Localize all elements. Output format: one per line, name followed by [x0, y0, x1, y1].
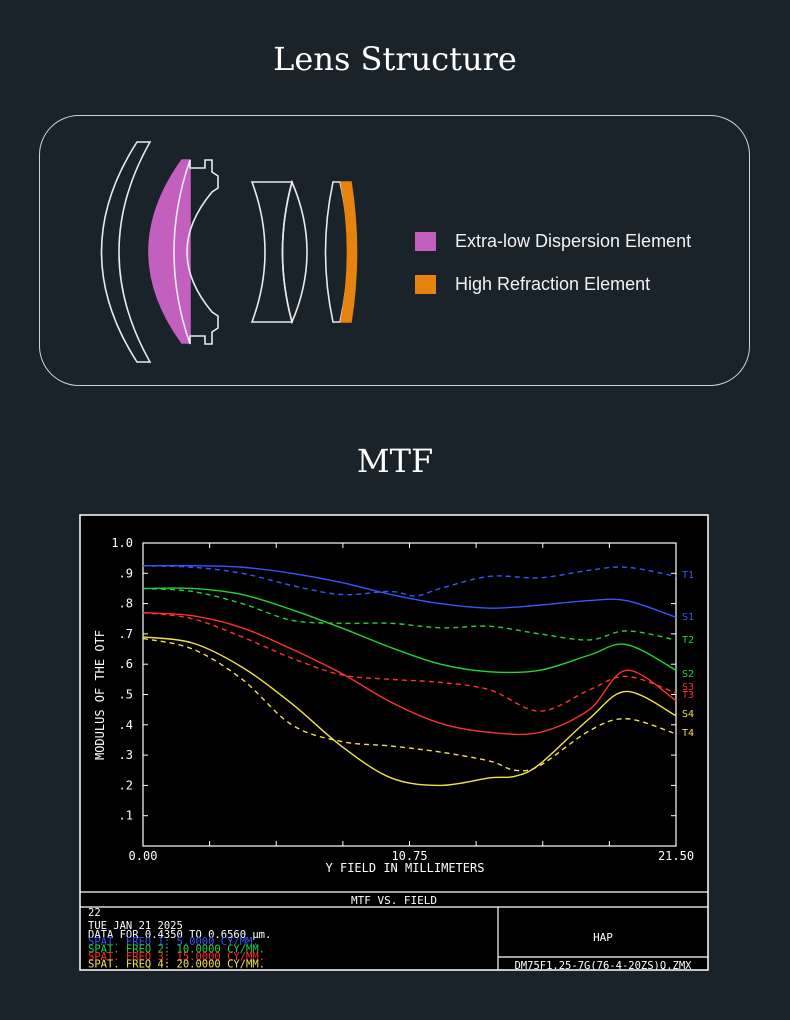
footer-file: DM75F1.25-7G(76-4-20ZS)Q.ZMX: [514, 960, 692, 972]
footer-freq-line: SPAT. FREQ 2: 10.0000 CY/MM.: [88, 944, 265, 956]
series-end-label-t3: T3: [682, 690, 694, 701]
series-end-label-t4: T4: [682, 728, 694, 739]
y-tick-label: .1: [119, 809, 133, 823]
series-line-t1: [142, 565, 677, 597]
y-tick-label: 1.0: [111, 536, 133, 550]
series-end-label-s4: S4: [682, 709, 694, 720]
lens-structure-title: Lens Structure: [273, 40, 517, 78]
mtf-frame: [79, 514, 709, 971]
series-line-t3: [142, 611, 677, 736]
series-end-label-s1: S1: [682, 612, 694, 623]
y-tick-label: .7: [119, 627, 133, 641]
footer-freq-line: SPAT. FREQ 3: 15.0000 CY/MM.: [88, 951, 265, 963]
y-tick-label: .4: [119, 718, 133, 732]
x-axis-label: Y FIELD IN MILLIMETERS: [326, 861, 485, 875]
x-tick-label: 10.75: [391, 849, 427, 863]
footer-data-range: DATA FOR 0.4350 TO 0.6560 µm.: [88, 929, 271, 941]
legend-label-ed: Extra-low Dispersion Element: [455, 231, 692, 251]
mtf-title: MTF: [356, 442, 434, 480]
legend-hr: High Refraction Element: [415, 274, 650, 295]
series-line-t4: [142, 637, 677, 772]
footer-freq-line: SPAT. FREQ 4: 20.0000 CY/MM.: [88, 959, 265, 971]
footer-company: HAP: [593, 931, 613, 944]
legend-swatch-ed: [415, 232, 436, 251]
series-line-s2: [142, 587, 677, 674]
series-end-label-t2: T2: [682, 635, 694, 646]
series-end-label-s2: S2: [682, 669, 694, 680]
series-line-s3: [142, 611, 677, 712]
series-end-label-t1: T1: [682, 570, 694, 581]
legend-swatch-hr: [415, 275, 436, 294]
legend-label-hr: High Refraction Element: [455, 274, 651, 294]
y-tick-label: .2: [119, 778, 133, 792]
footer-title: MTF VS. FIELD: [351, 894, 437, 907]
series-end-label-s3: S3: [682, 682, 694, 693]
y-tick-label: .3: [119, 748, 133, 762]
y-axis-label: MODULUS OF THE OTF: [93, 630, 107, 760]
y-tick-label: .5: [119, 688, 133, 702]
series-line-s1: [142, 564, 677, 618]
legend-ed: Extra-low Dispersion Element: [415, 231, 691, 252]
y-tick-label: .9: [119, 566, 133, 580]
y-tick-label: .6: [119, 657, 133, 671]
footer-freq-line: SPAT. FREQ 1: 5.0000 CY/MM.: [88, 936, 259, 948]
footer-date: TUE JAN 21 2025: [88, 920, 183, 932]
x-tick-label: 0.00: [129, 849, 158, 863]
lens-structure-panel: [39, 115, 750, 386]
series-line-s4: [142, 636, 677, 787]
x-tick-label: 21.50: [658, 849, 694, 863]
footer-line0: 22: [88, 907, 101, 919]
y-tick-label: .8: [119, 597, 133, 611]
